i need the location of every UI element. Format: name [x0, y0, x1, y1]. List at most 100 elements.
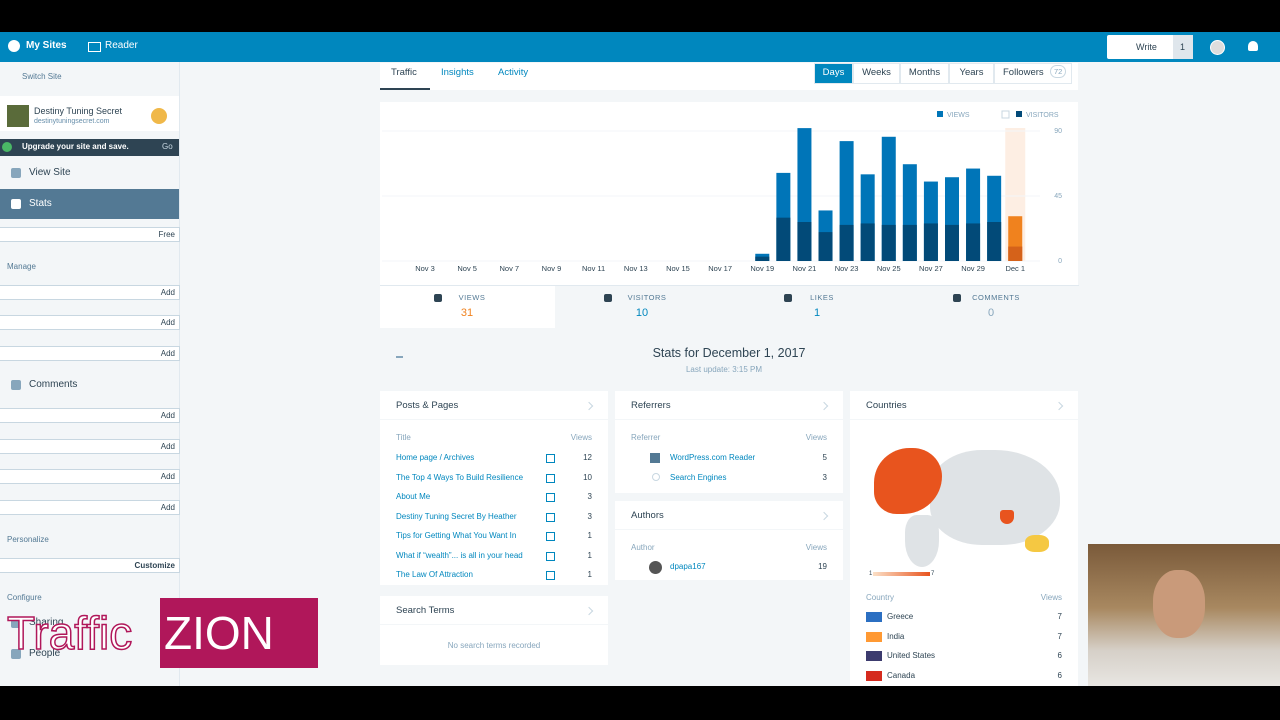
tab[interactable]: Traffic — [391, 67, 417, 78]
tab[interactable]: Activity — [498, 67, 529, 78]
flag — [866, 612, 882, 622]
country-views: 6 — [1057, 651, 1062, 660]
summary-value: 0 — [987, 307, 995, 319]
map-india — [1000, 510, 1014, 524]
summary-icon — [783, 294, 792, 302]
legend-gradient — [873, 572, 930, 576]
item-icon — [11, 649, 21, 659]
referrer-link[interactable]: Search Engines — [670, 473, 727, 482]
summary-label: COMMENTS — [972, 293, 1020, 302]
post-views: 3 — [587, 492, 592, 501]
external-icon — [546, 454, 555, 463]
country-name: Canada — [887, 671, 916, 680]
external-icon — [546, 532, 555, 541]
referrer-link[interactable]: WordPress.com Reader — [670, 453, 756, 462]
upgrade[interactable]: Upgrade your site and save. — [22, 142, 129, 151]
x-tick-label: Nov 19 — [750, 264, 774, 273]
x-tick-label: Nov 21 — [793, 264, 817, 273]
panel-title[interactable]: Posts & Pages — [396, 400, 459, 411]
x-tick-label: Nov 3 — [415, 264, 435, 273]
summary-cell — [904, 285, 1079, 328]
upgrade-icon — [2, 142, 12, 152]
summary-label: LIKES — [810, 293, 834, 302]
sidebar-item[interactable]: People — [29, 648, 61, 659]
author-link[interactable]: dpapa167 — [670, 562, 706, 571]
my-sites[interactable]: My Sites — [26, 40, 67, 51]
summary-icon — [433, 294, 442, 302]
sidebar-action[interactable]: Add — [0, 346, 180, 361]
upgrade-go[interactable]: Go — [162, 142, 173, 151]
followers[interactable]: Followers — [1003, 67, 1044, 78]
x-tick-label: Nov 15 — [666, 264, 690, 273]
sidebar-item[interactable]: Stats — [29, 198, 52, 209]
country-name: Greece — [887, 612, 914, 621]
summary-icon — [604, 294, 612, 302]
panel-title[interactable]: Authors — [631, 510, 664, 521]
external-icon — [546, 513, 555, 522]
y-tick-label: 45 — [1054, 193, 1062, 200]
item-icon — [11, 380, 21, 390]
sidebar-action[interactable]: Add — [0, 439, 180, 454]
external-icon — [546, 493, 555, 502]
active-item — [0, 189, 179, 219]
write-count-bg — [1173, 35, 1193, 59]
sidebar-item[interactable]: Sharing — [29, 617, 64, 628]
x-tick-label: Nov 7 — [500, 264, 520, 273]
sidebar — [0, 62, 180, 686]
tab[interactable]: Insights — [441, 67, 474, 78]
post-views: 1 — [587, 531, 592, 540]
sidebar-action[interactable]: Add — [0, 285, 180, 300]
write[interactable]: Write — [1136, 42, 1157, 52]
sidebar-action[interactable]: Free — [0, 227, 180, 242]
panel-divider — [615, 529, 843, 530]
flag — [866, 651, 882, 661]
y-tick-label: 90 — [1054, 128, 1062, 135]
legend-checkbox — [1001, 110, 1010, 119]
panel-divider — [380, 624, 608, 625]
sidebar-action[interactable]: Add — [0, 469, 180, 484]
panel — [380, 596, 608, 665]
letterbox-bottom — [0, 686, 1280, 720]
panel-title[interactable]: Referrers — [631, 400, 671, 411]
switch-site[interactable]: Switch Site — [22, 72, 62, 81]
period-button — [900, 63, 949, 84]
sidebar-action[interactable]: Customize — [0, 558, 180, 573]
panel-title[interactable]: Countries — [866, 400, 907, 411]
legend-max: 7 — [931, 571, 935, 577]
sidebar-action[interactable]: Add — [0, 408, 180, 423]
sidebar-item[interactable]: View Site — [29, 167, 71, 178]
summary-value: 10 — [635, 307, 649, 319]
upgrade-bar — [0, 139, 179, 156]
reader-icon — [88, 42, 101, 52]
logo-traffic: Traffic — [6, 607, 133, 659]
referrer-views: 3 — [822, 473, 827, 482]
sidebar-action[interactable]: Add — [0, 500, 180, 515]
column-header: Referrer — [631, 433, 661, 442]
summary-cell — [380, 285, 555, 328]
period-button — [814, 63, 853, 84]
back-arrow — [396, 356, 403, 358]
bar — [902, 224, 917, 261]
letterbox-top — [0, 0, 1280, 32]
external-icon — [546, 474, 555, 483]
x-tick-label: Nov 11 — [582, 264, 605, 273]
country-name: India — [887, 632, 905, 641]
post-views: 3 — [587, 512, 592, 521]
sidebar-action[interactable]: Add — [0, 315, 180, 330]
bar — [987, 222, 1002, 261]
summary-value: 31 — [460, 307, 474, 319]
flag — [866, 671, 882, 681]
logo-zion: ZION — [164, 607, 274, 659]
bar — [797, 222, 812, 261]
x-tick-label: Nov 25 — [877, 264, 901, 273]
panel-title[interactable]: Search Terms — [396, 605, 455, 616]
legend-swatch — [1016, 111, 1022, 117]
flag — [866, 632, 882, 642]
panel-divider — [850, 419, 1078, 420]
sidebar-item[interactable]: Comments — [29, 379, 78, 390]
bar — [1008, 246, 1023, 261]
bar — [966, 223, 981, 261]
bar — [881, 224, 896, 261]
reader[interactable]: Reader — [105, 40, 138, 51]
